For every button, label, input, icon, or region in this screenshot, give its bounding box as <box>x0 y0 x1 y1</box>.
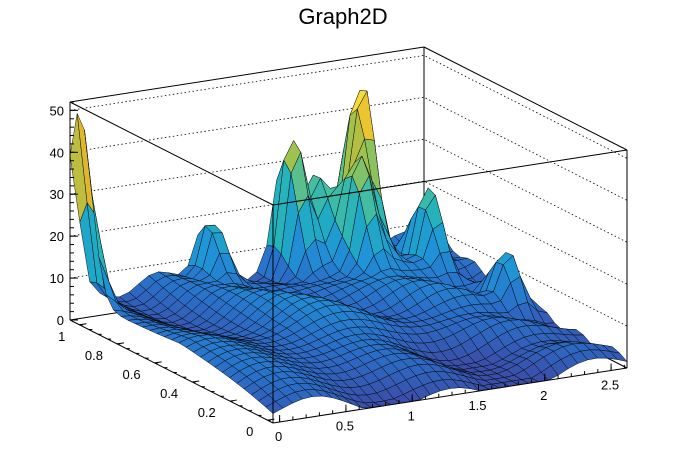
z-tick-label: 20 <box>50 229 64 244</box>
y-tick-label: 1 <box>58 329 65 344</box>
z-tick-label: 0 <box>57 313 64 328</box>
x-tick-label: 2.5 <box>601 377 619 392</box>
y-tick-label: 0.2 <box>198 405 216 420</box>
surface-plot <box>69 90 628 414</box>
x-tick-label: 2 <box>540 388 547 403</box>
frame-edge <box>272 149 628 206</box>
z-tick-label: 30 <box>50 187 64 202</box>
y-tick-label: 0.8 <box>85 348 103 363</box>
frame-edge <box>69 46 425 103</box>
x-axis-line <box>272 367 628 424</box>
z-tick-label: 40 <box>50 145 64 160</box>
y-tick-label: 0.6 <box>123 367 141 382</box>
x-tick-label: 1.5 <box>468 398 486 413</box>
x-tick-label: 0 <box>275 429 282 444</box>
frame-front <box>69 101 628 423</box>
frame-edge <box>69 101 274 206</box>
z-tick-label: 50 <box>50 103 64 118</box>
x-tick-label: 0.5 <box>336 419 354 434</box>
y-tick-label: 0.4 <box>160 386 178 401</box>
chart-title: Graph2D <box>298 4 387 29</box>
surface-cell <box>265 401 284 414</box>
x-tick-label: 1 <box>408 408 415 423</box>
z-tick-label: 10 <box>50 271 64 286</box>
y-tick-label: 0 <box>246 424 253 439</box>
frame-edge <box>423 46 628 151</box>
